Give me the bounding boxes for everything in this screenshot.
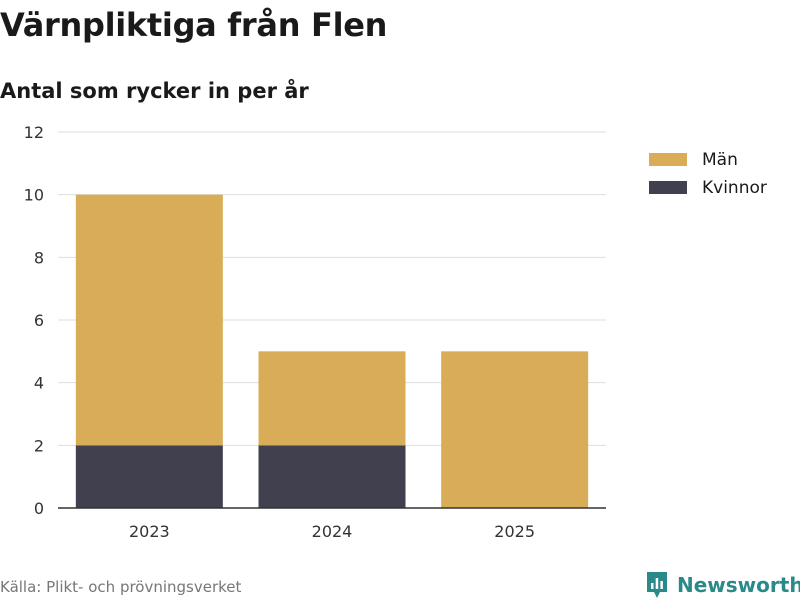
bar-kvinnor-2024 [258,445,406,508]
legend-label: Män [702,150,738,170]
y-tick-label: 6 [34,311,44,330]
bar-mn-2023 [75,194,223,446]
chart-title: Värnpliktiga från Flen [0,6,388,44]
legend-swatch-kvinnor [649,181,687,194]
y-tick-label: 2 [34,436,44,455]
legend-label: Kvinnor [702,178,767,198]
y-tick-label: 4 [34,374,44,393]
x-tick-label: 2023 [129,522,170,541]
bar-mn-2024 [258,351,406,446]
chart-subtitle: Antal som rycker in per år [0,79,309,103]
newsworthy-logo-icon [647,572,667,598]
axes: 0 2 4 6 8 10 12 2023 2024 2025 [24,123,606,541]
brand-logo: Newsworthy [645,570,800,600]
y-tick-label: 10 [24,186,44,205]
source-note: Källa: Plikt- och prövningsverket [0,578,242,596]
stacked-bar-chart: 0 2 4 6 8 10 12 2023 2024 2025 Män Kvinnor [24,123,767,541]
bars [75,194,589,508]
bar-kvinnor-2023 [75,445,223,508]
y-tick-label: 0 [34,499,44,518]
brand-name: Newsworthy [677,573,800,597]
bar-mn-2025 [441,351,589,508]
y-tick-label: 12 [24,123,44,142]
y-tick-label: 8 [34,248,44,267]
x-tick-label: 2025 [494,522,535,541]
legend: Män Kvinnor [649,150,767,198]
x-tick-label: 2024 [312,522,353,541]
legend-swatch-man [649,153,687,166]
